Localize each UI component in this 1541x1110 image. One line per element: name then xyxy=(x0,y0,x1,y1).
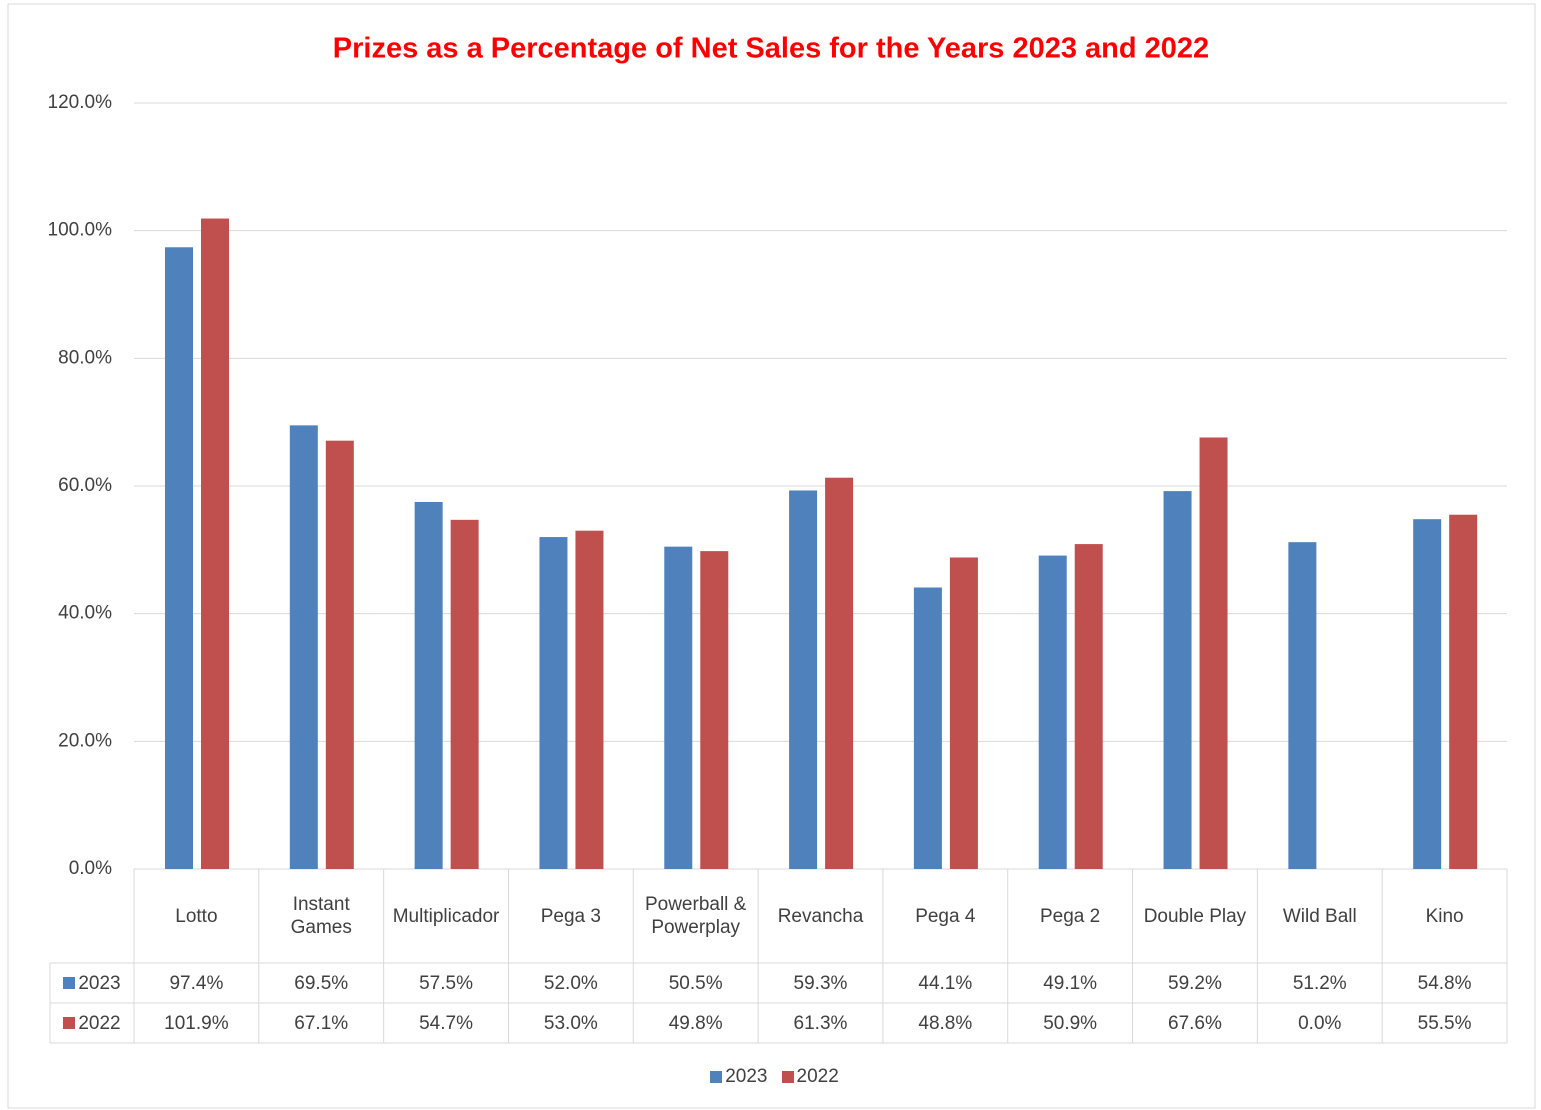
bar xyxy=(949,557,978,869)
y-tick-label: 100.0% xyxy=(48,220,113,241)
data-table-value: 44.1% xyxy=(918,972,973,994)
category-label: Pega 4 xyxy=(915,905,976,927)
legend-key xyxy=(781,1071,794,1083)
data-table-value: 54.8% xyxy=(1417,972,1472,994)
legend-key xyxy=(710,1071,723,1083)
bar xyxy=(1163,491,1192,869)
y-tick-label: 0.0% xyxy=(69,858,112,879)
data-table-value: 50.5% xyxy=(668,972,723,994)
data-table-value: 55.5% xyxy=(1417,1012,1472,1034)
chart-title: Prizes as a Percentage of Net Sales for … xyxy=(333,33,1209,65)
category-label: Revancha xyxy=(777,905,864,927)
y-tick-label: 40.0% xyxy=(58,603,112,624)
legend: 2023 2022 xyxy=(0,1064,1541,1090)
bar xyxy=(165,247,193,870)
bar xyxy=(825,477,854,869)
data-table-value: 59.3% xyxy=(793,972,848,994)
y-tick-label: 80.0% xyxy=(58,347,112,368)
bar xyxy=(575,530,604,869)
y-tick-label: 60.0% xyxy=(58,475,112,496)
bar xyxy=(789,490,818,869)
category-label: Instant Games xyxy=(290,894,352,938)
bar xyxy=(1449,514,1478,869)
legend-label: 2022 xyxy=(796,1066,839,1087)
data-table-value: 97.4% xyxy=(169,972,224,994)
category-label: Multiplicador xyxy=(392,905,500,927)
data-table-value: 50.9% xyxy=(1043,1012,1098,1034)
data-table-value: 52.0% xyxy=(543,972,598,994)
bar xyxy=(325,440,354,869)
row-header-label: 2022 xyxy=(78,1012,121,1034)
legend-item: 2023 xyxy=(710,1066,768,1088)
bar xyxy=(913,587,942,869)
category-label: Powerball & Powerplay xyxy=(644,894,747,938)
bar xyxy=(1074,544,1103,869)
data-table-value: 59.2% xyxy=(1168,972,1222,994)
data-table-value: 49.8% xyxy=(668,1012,723,1034)
bar xyxy=(414,501,443,869)
y-tick-label: 120.0% xyxy=(48,92,113,113)
category-label: Double Play xyxy=(1143,905,1247,927)
bar xyxy=(289,425,318,869)
data-table-value: 101.9% xyxy=(164,1012,229,1034)
category-label: Pega 2 xyxy=(1040,905,1101,927)
bar xyxy=(1038,555,1067,869)
category-label: Pega 3 xyxy=(540,905,601,927)
bar xyxy=(539,537,568,869)
legend-item: 2022 xyxy=(781,1066,839,1088)
bar xyxy=(664,546,693,869)
y-tick-label: 20.0% xyxy=(58,730,112,751)
data-table-value: 67.1% xyxy=(294,1012,349,1034)
data-table-value: 0.0% xyxy=(1298,1012,1342,1034)
data-table-value: 61.3% xyxy=(793,1012,848,1034)
data-table-value: 51.2% xyxy=(1292,972,1347,994)
chart-border xyxy=(7,3,1536,1109)
legend-label: 2023 xyxy=(725,1066,768,1087)
category-label: Wild Ball xyxy=(1282,905,1357,927)
bar xyxy=(201,218,229,869)
data-table-value: 67.6% xyxy=(1168,1012,1222,1034)
row-header: 2022 xyxy=(50,1003,134,1043)
data-table-value: 69.5% xyxy=(294,972,349,994)
category-label: Kino xyxy=(1425,905,1464,927)
bar xyxy=(1288,542,1317,869)
bar xyxy=(1199,437,1228,869)
legend-key xyxy=(63,1017,76,1029)
legend-key xyxy=(63,977,76,989)
row-header: 2023 xyxy=(50,963,134,1003)
data-table-value: 48.8% xyxy=(918,1012,973,1034)
row-header-label: 2023 xyxy=(78,972,121,994)
bar xyxy=(700,551,729,869)
data-table-value: 57.5% xyxy=(419,972,473,994)
data-table-value: 53.0% xyxy=(543,1012,598,1034)
data-table-value: 54.7% xyxy=(419,1012,473,1034)
bar xyxy=(450,519,479,869)
bar xyxy=(1413,519,1442,869)
data-table-value: 49.1% xyxy=(1043,972,1098,994)
category-label: Lotto xyxy=(175,905,218,927)
